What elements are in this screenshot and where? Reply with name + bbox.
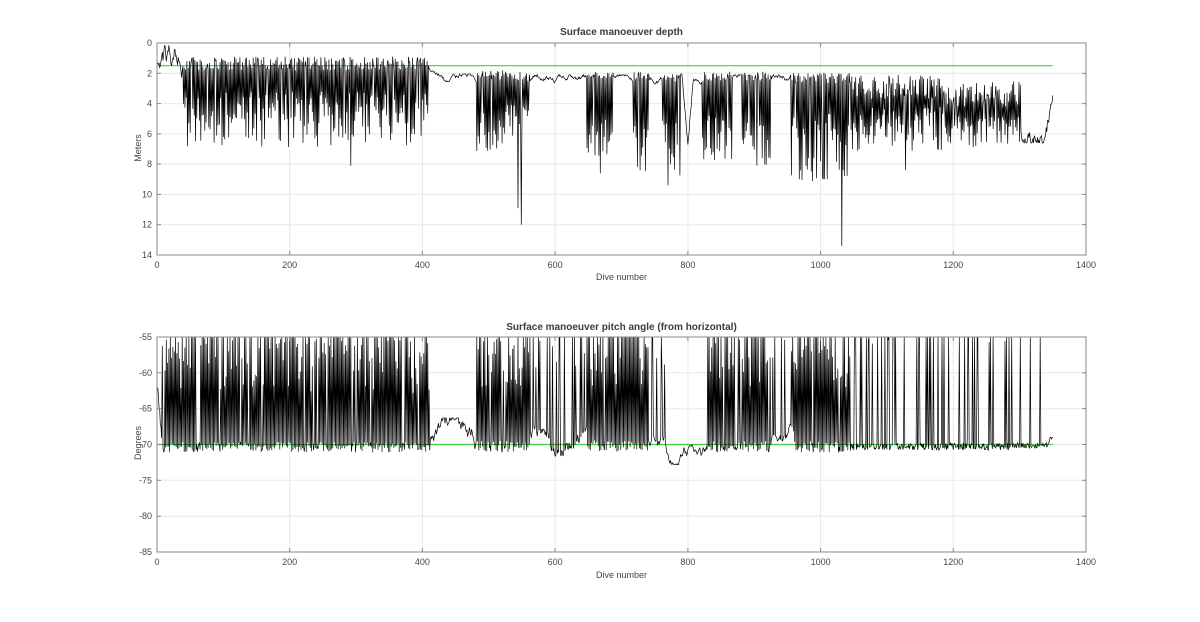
pitch-y-tick-label: -60 — [139, 368, 152, 378]
pitch-series-line — [157, 336, 1053, 466]
depth-y-tick-label: 2 — [147, 68, 152, 78]
depth-x-axis-label: Dive number — [595, 272, 648, 282]
depth-tick-labels: 0 200 400 600 800 1000 1200 1400 0 2 4 6 8 10 12 14 — [142, 38, 1096, 270]
depth-x-tick-label: 400 — [415, 260, 430, 270]
depth-x-tick-label: 200 — [282, 260, 297, 270]
pitch-tick-marks — [156, 336, 1087, 553]
depth-y-axis-label: Meters — [133, 134, 143, 162]
depth-x-tick-label: 1200 — [943, 260, 963, 270]
pitch-x-tick-label: 800 — [680, 557, 695, 567]
pitch-y-tick-label: -65 — [139, 404, 152, 414]
depth-chart-title: Surface manoeuver depth — [560, 27, 683, 38]
pitch-x-tick-label: 0 — [154, 557, 159, 567]
pitch-x-tick-label: 1200 — [943, 557, 963, 567]
pitch-x-axis-label: Dive number — [595, 570, 648, 580]
pitch-y-tick-label: -85 — [139, 547, 152, 557]
depth-y-tick-label: 8 — [147, 159, 152, 169]
depth-y-tick-label: 10 — [142, 189, 152, 199]
pitch-x-tick-label: 1400 — [1076, 557, 1096, 567]
pitch-x-tick-label: 200 — [282, 557, 297, 567]
pitch-y-tick-label: -70 — [139, 440, 152, 450]
pitch-y-tick-label: -55 — [139, 332, 152, 342]
pitch-tick-labels: 0 200 400 600 800 1000 1200 1400 -85 -80 -75 -70 -65… — [139, 332, 1096, 567]
depth-x-tick-label: 1000 — [811, 260, 831, 270]
pitch-y-tick-label: -80 — [139, 511, 152, 521]
depth-tick-marks — [156, 42, 1087, 256]
depth-y-tick-label: 12 — [142, 220, 152, 230]
depth-y-tick-label: 6 — [147, 129, 152, 139]
pitch-y-tick-label: -75 — [139, 475, 152, 485]
depth-x-tick-label: 0 — [154, 260, 159, 270]
depth-y-tick-label: 4 — [147, 99, 152, 109]
pitch-x-tick-label: 400 — [415, 557, 430, 567]
depth-axes-box — [156, 42, 1087, 256]
pitch-chart-title: Surface manoeuver pitch angle (from hori… — [506, 322, 737, 333]
pitch-y-axis-label: Degrees — [133, 425, 143, 461]
depth-y-tick-label: 0 — [147, 38, 152, 48]
pitch-x-tick-label: 600 — [548, 557, 563, 567]
depth-y-tick-label: 14 — [142, 250, 152, 260]
depth-x-tick-label: 600 — [548, 260, 563, 270]
depth-series-line — [157, 45, 1054, 246]
depth-x-tick-label: 1400 — [1076, 260, 1096, 270]
pitch-x-tick-label: 1000 — [811, 557, 831, 567]
depth-x-tick-label: 800 — [680, 260, 695, 270]
